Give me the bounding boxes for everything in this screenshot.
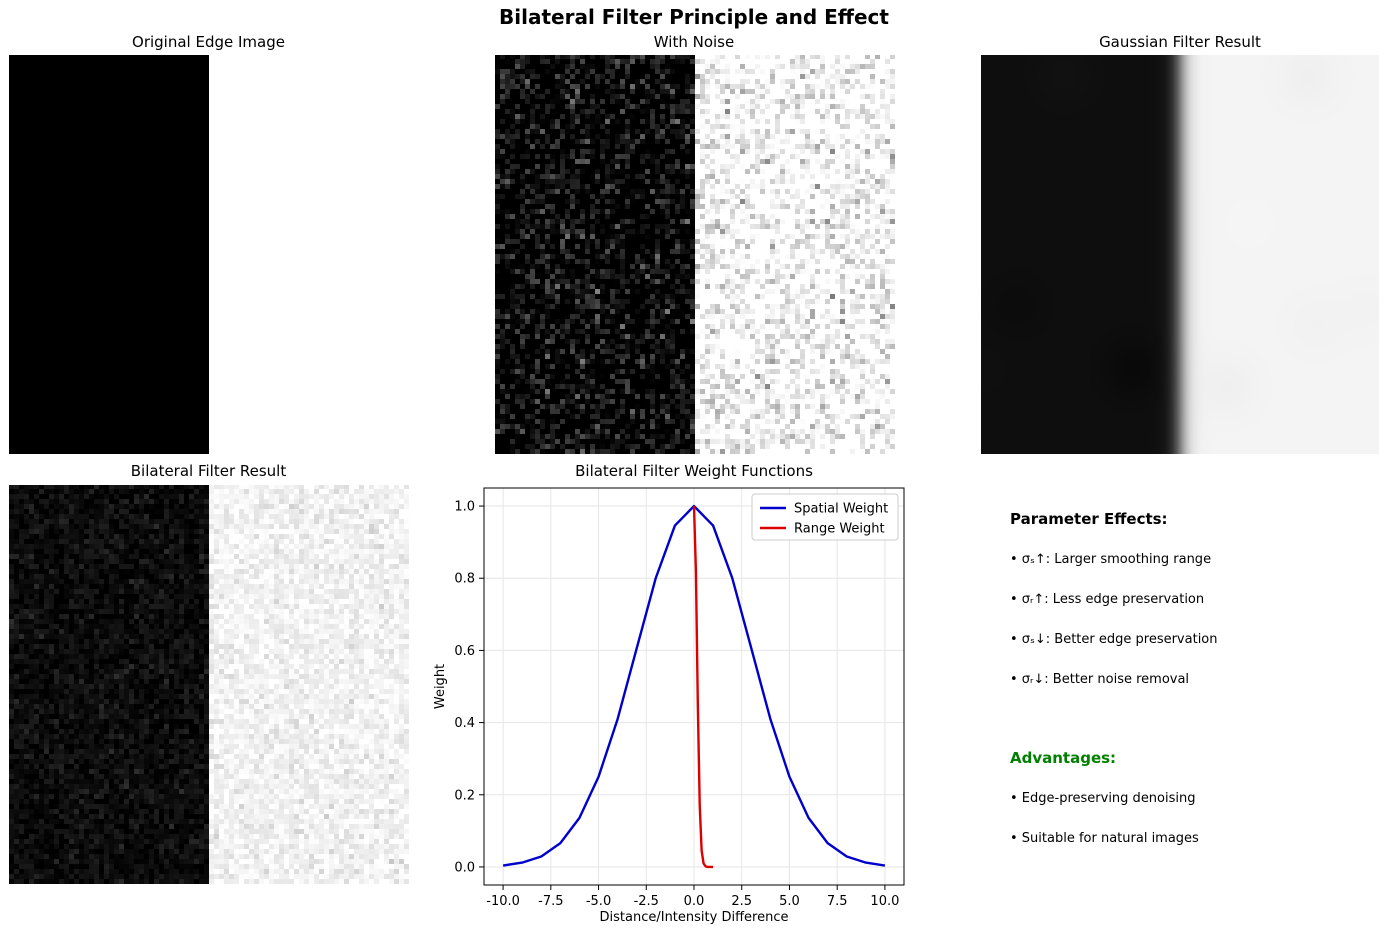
legend-label: Spatial Weight [794, 502, 888, 517]
gaussian-filtered-image [981, 55, 1379, 454]
x-tick-label: -10.0 [486, 894, 520, 909]
legend-box [751, 493, 899, 541]
parameter-effects-heading: Parameter Effects: [1010, 510, 1168, 528]
advantage-item: • Edge-preserving denoising [1010, 791, 1196, 806]
noisy-image [495, 55, 895, 454]
chart-series [502, 504, 886, 869]
chart-ticks: -10.0 -7.5 -5.0 -2.5 0.0 2.5 5.0 7.5 10.0 0.0 0.2 0… [454, 500, 899, 909]
original-panel-title: Original Edge Image [132, 33, 285, 51]
x-tick-label: -7.5 [538, 894, 563, 909]
series-line-spatial-weight [502, 504, 886, 867]
y-tick-label: 0.4 [454, 716, 475, 731]
x-tick-label: 7.5 [827, 894, 848, 909]
original-edge-image [9, 55, 409, 454]
x-tick-label: 5.0 [779, 894, 800, 909]
chart-legend: Spatial Weight Range Weight [751, 493, 899, 541]
bilateral-panel-title: Bilateral Filter Result [130, 462, 287, 480]
weights-panel-title: Bilateral Filter Weight Functions [575, 462, 813, 480]
x-axis-label: Distance/Intensity Difference [600, 910, 789, 925]
weight-function-chart: -10.0 -7.5 -5.0 -2.5 0.0 2.5 5.0 7.5 10.0 0.0 0.2 0… [433, 487, 905, 925]
parameter-effect-item: • σₛ↓: Better edge preservation [1010, 632, 1218, 647]
series-line-range-weight [692, 506, 714, 869]
x-tick-label: 2.5 [731, 894, 752, 909]
parameter-effect-item: • σᵣ↓: Better noise removal [1010, 672, 1190, 687]
y-tick-label: 0.2 [454, 788, 475, 803]
advantages-heading: Advantages: [1010, 749, 1117, 767]
original-dark-half [9, 55, 209, 454]
advantage-item: • Suitable for natural images [1010, 831, 1199, 846]
x-tick-label: 10.0 [870, 894, 899, 909]
x-tick-label: -2.5 [634, 894, 659, 909]
original-bright-half [209, 55, 409, 454]
y-axis-label: Weight [433, 664, 448, 709]
y-tick-label: 0.0 [454, 860, 475, 875]
bilateral-filtered-image [9, 485, 409, 884]
y-tick-label: 0.8 [454, 572, 475, 587]
parameter-effect-item: • σₛ↑: Larger smoothing range [1010, 552, 1212, 567]
y-tick-label: 1.0 [454, 500, 475, 515]
figure-title: Bilateral Filter Principle and Effect [499, 5, 889, 29]
gaussian-panel-title: Gaussian Filter Result [1099, 33, 1261, 51]
y-tick-label: 0.6 [454, 644, 475, 659]
chart-grid [484, 488, 904, 885]
x-tick-label: 0.0 [684, 894, 705, 909]
x-tick-label: -5.0 [586, 894, 611, 909]
parameter-effect-item: • σᵣ↑: Less edge preservation [1010, 592, 1205, 607]
legend-label: Range Weight [794, 522, 885, 537]
noise-panel-title: With Noise [653, 33, 735, 51]
